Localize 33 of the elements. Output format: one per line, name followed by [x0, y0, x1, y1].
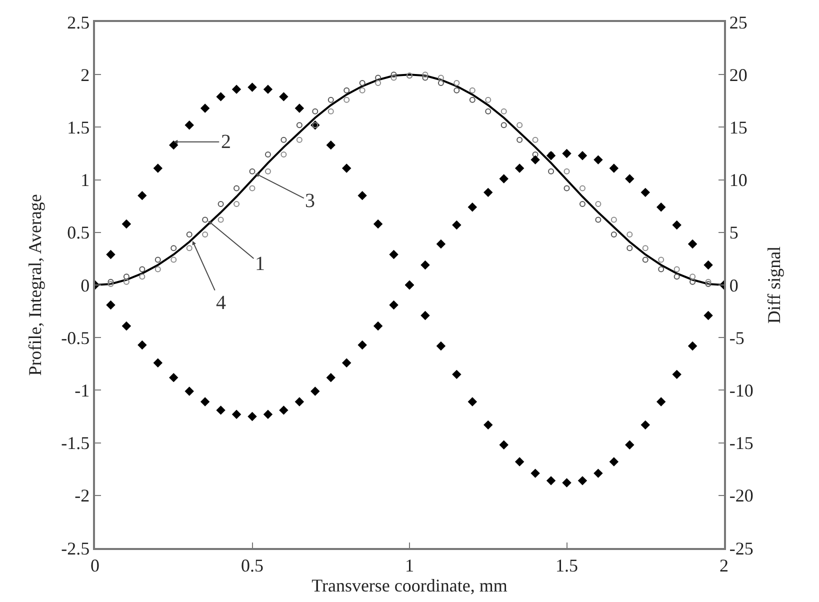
x-tick-label: 2 [720, 555, 728, 576]
y2-tick-label: 10 [729, 170, 748, 190]
y2-tick-label: 0 [729, 275, 738, 296]
x-tick-label: 1.5 [556, 555, 578, 576]
y2-tick-label: -20 [729, 486, 754, 506]
y-tick-label: -1.5 [61, 433, 90, 454]
y-tick-label: -2.5 [61, 538, 90, 558]
y2-tick-label: -10 [729, 380, 754, 400]
x-axis-title: Transverse coordinate, mm [312, 575, 508, 596]
y2-tick-label: -25 [729, 538, 754, 558]
annotation: 1 [255, 253, 265, 275]
y2-tick-label: -5 [729, 328, 744, 348]
y2-axis-title: Diff signal [764, 246, 784, 324]
x-tick-label: 1 [405, 555, 414, 576]
y2-tick-label: -15 [729, 433, 754, 454]
y-tick-label: 1 [80, 170, 90, 190]
y-tick-label: -2 [74, 486, 90, 506]
y2-tick-label: 20 [729, 64, 748, 85]
annotation: 3 [305, 190, 315, 212]
y-tick-label: 0 [80, 275, 90, 296]
y2-tick-label: 25 [729, 12, 748, 32]
y-tick-label: 2 [80, 64, 90, 85]
y2-tick-label: 5 [729, 222, 738, 243]
annotation: 2 [221, 131, 231, 153]
x-tick-label: 0.5 [241, 555, 264, 576]
y-tick-label: -0.5 [61, 328, 90, 348]
y-tick-label: -1 [74, 380, 90, 400]
y2-tick-label: 15 [729, 118, 748, 138]
y-tick-label: 0.5 [67, 222, 90, 243]
annotation: 4 [216, 292, 226, 314]
y-tick-label: 2.5 [67, 12, 90, 32]
y-axis-title: Profile, Integral, Average [24, 194, 45, 376]
y-tick-label: 1.5 [67, 118, 90, 138]
